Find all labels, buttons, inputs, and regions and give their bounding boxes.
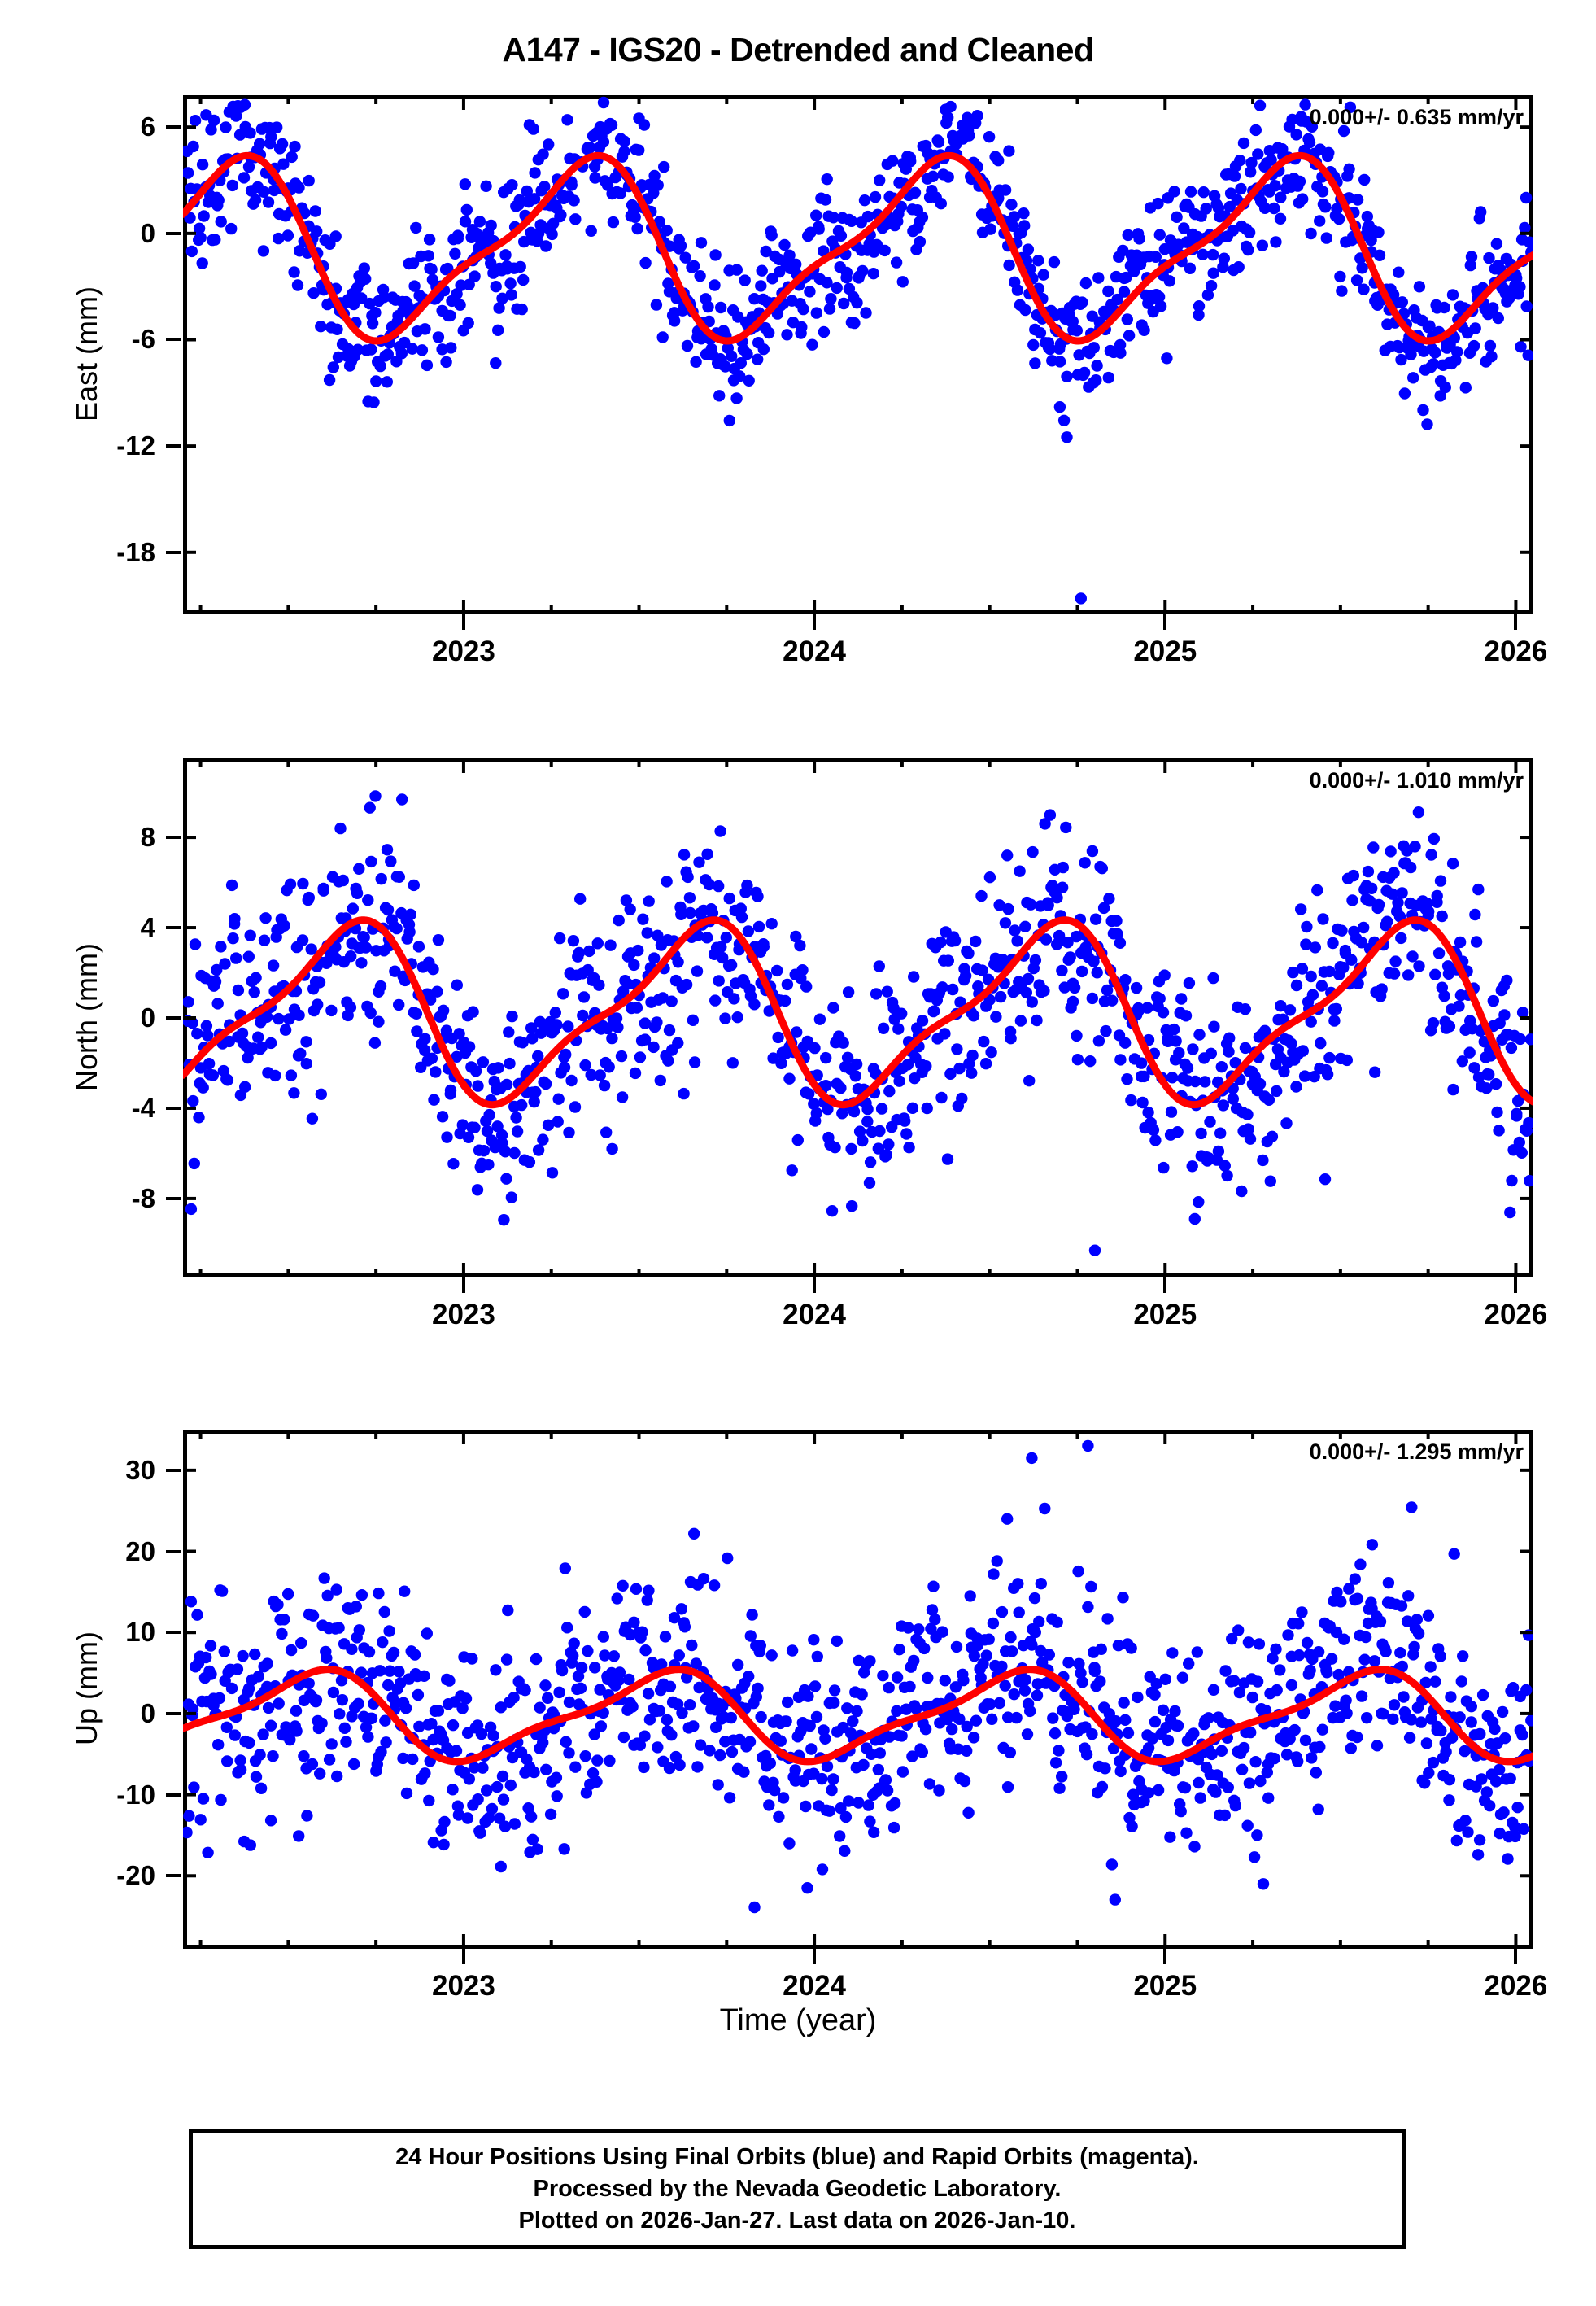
x-tick-label: 2023: [431, 635, 495, 667]
x-tick-label: 2025: [1133, 635, 1197, 667]
x-tick-label: 2026: [1484, 1970, 1548, 2002]
plot-canvas: [183, 758, 1533, 1277]
x-tick-mark: [1514, 1949, 1518, 1964]
x-tick-mark: [813, 1949, 817, 1964]
y-tick-label: 30: [125, 1454, 155, 1485]
y-tick-label: 0: [140, 1697, 155, 1728]
y-tick-mark: [166, 1549, 181, 1553]
y-tick-label: -4: [131, 1092, 155, 1123]
x-tick-mark: [813, 1277, 817, 1293]
fit-series-seasonal-fit: [183, 1666, 1533, 1766]
x-tick-label: 2023: [431, 1970, 495, 2002]
x-tick-label: 2026: [1484, 1299, 1548, 1330]
x-tick-mark: [1514, 614, 1518, 630]
y-tick-label: -18: [116, 536, 155, 567]
y-tick-label: 10: [125, 1617, 155, 1648]
y-tick-mark: [166, 1196, 181, 1200]
x-tick-mark: [461, 614, 465, 630]
x-tick-label: 2026: [1484, 635, 1548, 667]
plot-canvas: [183, 95, 1533, 614]
x-tick-label: 2025: [1133, 1299, 1197, 1330]
fit-series-seasonal-fit: [183, 151, 1533, 345]
y-tick-label: 6: [140, 111, 155, 142]
axis-ticks: [183, 1430, 1533, 1949]
y-tick-label: -12: [116, 430, 155, 461]
y-tick-label: 0: [140, 217, 155, 248]
chart-panel-east: 6 0 -6 -12 -18 2023 2024 2025 2026 0.000+/- 0.635…: [70, 95, 1547, 667]
x-tick-mark: [461, 1277, 465, 1293]
y-tick-mark: [166, 125, 181, 129]
y-tick-label: -10: [116, 1779, 155, 1810]
x-tick-label: 2024: [783, 1970, 847, 2002]
y-tick-mark: [166, 231, 181, 235]
y-tick-mark: [166, 836, 181, 840]
chart-panel-north: 8 4 0 -4 -8 2023 2024 2025 2026 0.000+/- 1.010 mm…: [70, 758, 1547, 1330]
axis-ticks: [183, 758, 1533, 1277]
scatter-series-daily-positions: [183, 790, 1533, 1256]
x-tick-label: 2024: [783, 1299, 847, 1330]
y-tick-label: 8: [140, 822, 155, 853]
y-tick-mark: [166, 1016, 181, 1020]
page-title: A147 - IGS20 - Detrended and Cleaned: [502, 31, 1094, 68]
fit-series-seasonal-fit: [183, 916, 1533, 1109]
y-tick-mark: [166, 1711, 181, 1715]
y-tick-label: 20: [125, 1535, 155, 1566]
footer-caption-box: 24 Hour Positions Using Final Orbits (bl…: [189, 2129, 1406, 2249]
y-axis-label: East (mm): [70, 286, 103, 421]
scatter-series-daily-positions: [183, 1439, 1533, 1914]
y-tick-mark: [166, 1468, 181, 1472]
x-tick-mark: [813, 614, 817, 630]
y-tick-mark: [166, 926, 181, 930]
x-tick-label: 2025: [1133, 1970, 1197, 2002]
plot-canvas: [183, 1430, 1533, 1949]
footer-line-1: 24 Hour Positions Using Final Orbits (bl…: [395, 2143, 1199, 2170]
x-tick-mark: [1163, 1949, 1167, 1964]
y-tick-mark: [166, 338, 181, 342]
axis-ticks: [183, 95, 1533, 614]
y-tick-mark: [166, 550, 181, 554]
y-axis-label: North (mm): [70, 943, 103, 1091]
y-tick-label: -20: [116, 1860, 155, 1891]
footer-line-2: Processed by the Nevada Geodetic Laborat…: [533, 2175, 1062, 2202]
scatter-series-daily-positions: [183, 96, 1533, 605]
x-tick-label: 2024: [783, 635, 847, 667]
y-tick-mark: [166, 1874, 181, 1878]
footer-line-3: Plotted on 2026-Jan-27. Last data on 202…: [518, 2207, 1076, 2234]
y-tick-label: 0: [140, 1002, 155, 1033]
y-tick-mark: [166, 1631, 181, 1635]
x-tick-mark: [1163, 1277, 1167, 1293]
y-tick-label: -8: [131, 1182, 155, 1213]
rate-annotation: 0.000+/- 1.295 mm/yr: [1309, 1439, 1524, 1464]
y-tick-label: 4: [140, 912, 155, 943]
x-tick-mark: [1514, 1277, 1518, 1293]
rate-annotation: 0.000+/- 1.010 mm/yr: [1309, 768, 1524, 793]
y-tick-mark: [166, 1106, 181, 1110]
x-axis-label: Time (year): [719, 2003, 877, 2037]
x-tick-mark: [461, 1949, 465, 1964]
x-tick-mark: [1163, 614, 1167, 630]
y-tick-mark: [166, 444, 181, 448]
chart-panel-up: 30 20 10 0 -10 -20 2023 2024 2025 2026 0.000+/- 1.…: [70, 1430, 1547, 2002]
y-tick-label: -6: [131, 324, 155, 355]
y-axis-label: Up (mm): [70, 1631, 103, 1745]
rate-annotation: 0.000+/- 0.635 mm/yr: [1309, 105, 1524, 129]
x-tick-label: 2023: [431, 1299, 495, 1330]
y-tick-mark: [166, 1793, 181, 1797]
